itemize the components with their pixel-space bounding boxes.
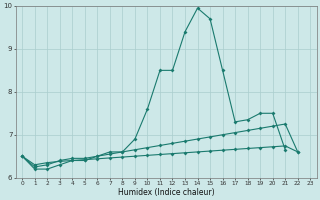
X-axis label: Humidex (Indice chaleur): Humidex (Indice chaleur) <box>118 188 214 197</box>
